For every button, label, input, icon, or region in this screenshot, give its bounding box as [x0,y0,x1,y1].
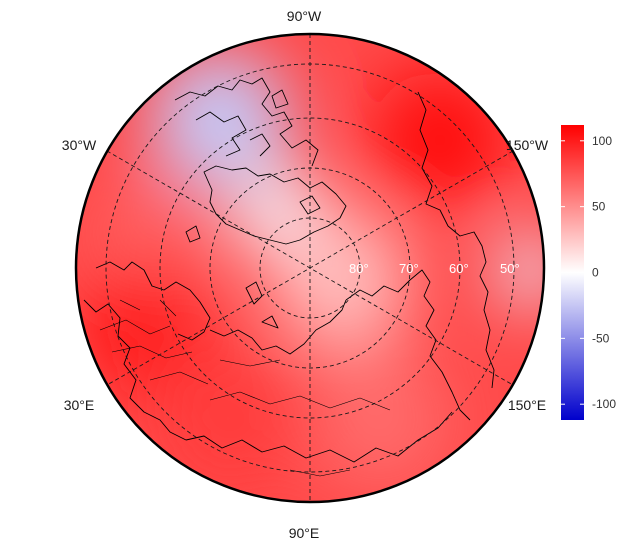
lat-label-70: 70° [399,261,419,276]
lat-label-60: 60° [449,261,469,276]
coastline-canada-islands [195,89,289,157]
field-region-7 [495,235,544,305]
coastline-scandinavia [95,261,211,341]
field-region-3 [76,265,205,395]
lon-label-90w: 90°W [287,8,322,24]
meridian-150 [106,150,514,386]
colorbar-tick-label-0: 100 [592,134,612,148]
map-boundary [74,32,546,504]
coastline-baffin [185,195,321,243]
lon-label-90e: 90°E [289,525,320,541]
colorbar-tick-label-3: -50 [592,331,610,345]
coastline-canada-north [174,77,319,167]
coastline-siberia-east [345,269,471,421]
colorbar-tick-label-1: 50 [592,200,606,214]
lon-label-30e: 30°E [64,397,95,413]
coastline-siberia-north [209,299,347,355]
colorbar-ramp [561,125,584,420]
field-layer [76,34,544,502]
field-region-4 [155,345,305,495]
graticule [105,34,515,502]
lat-circle-60 [159,117,461,419]
lon-label-30w: 30°W [62,137,97,153]
colorbar-tick-label-2: 0 [592,266,599,280]
field-region-8 [270,210,410,350]
coastline-alaska [417,91,495,389]
coastline-greenland [203,165,347,245]
coastline-europe [83,299,187,441]
colorbar: 100 50 0 -50 -100 [561,125,616,420]
lon-label-150w: 150°W [506,137,549,153]
field-region-0 [150,50,290,190]
field-region-5 [310,350,450,490]
lat-label-50: 50° [500,261,520,276]
colorbar-ticks: 100 50 0 -50 -100 [561,134,616,411]
borders [99,299,391,477]
longitude-labels: 90°W 30°W 150°W 30°E 150°E 90°E [62,8,549,541]
field-blobs [76,50,544,495]
lat-label-80: 80° [349,261,369,276]
colorbar-tick-label-4: -100 [592,397,616,411]
field-region-6 [370,70,510,210]
latitude-labels: 80° 70° 60° 50° [349,261,520,276]
lon-label-150e: 150°E [508,397,546,413]
